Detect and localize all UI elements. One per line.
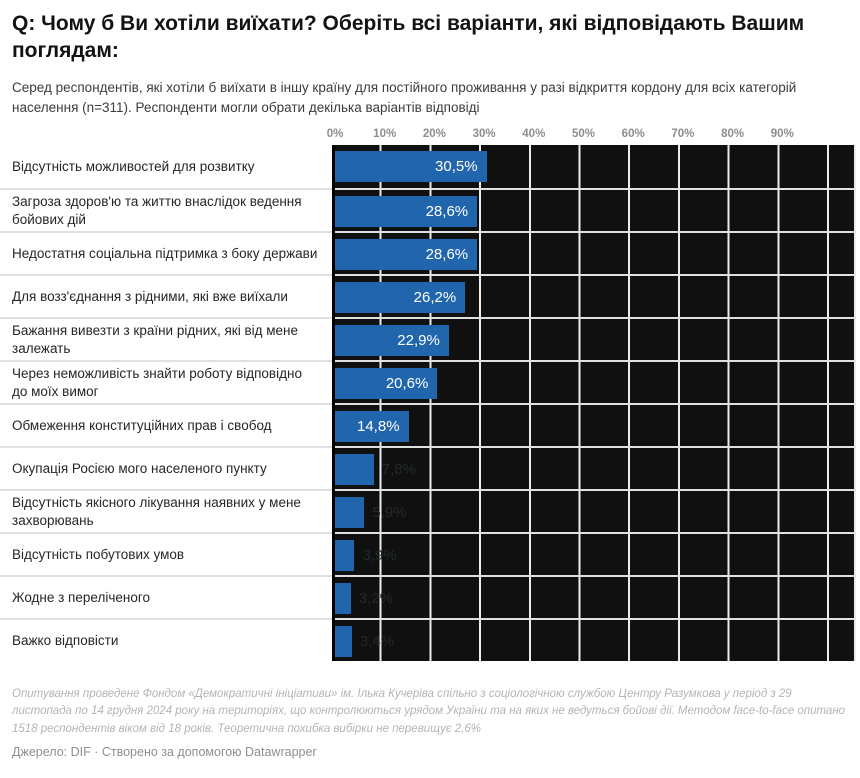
- bar: [335, 368, 438, 400]
- plot-area: 28,6%: [332, 231, 856, 275]
- category-label: Відсутність побутових умов: [0, 534, 332, 576]
- value-label: 3,9%: [362, 547, 397, 565]
- plot-area: 3,4%: [332, 618, 856, 662]
- category-label: Загроза здоров'ю та життю внаслідок веде…: [0, 190, 332, 232]
- bar: [335, 196, 478, 228]
- bar: [335, 151, 487, 183]
- chart-title: Q: Чому б Ви хотіли виїхати? Оберіть всі…: [12, 12, 805, 63]
- x-axis: 0% 10% 20% 30% 40% 50% 60% 70% 80% 90%: [0, 127, 856, 145]
- value-label: 7,8%: [381, 461, 416, 479]
- bar: [335, 583, 351, 615]
- value-label: 3,2%: [358, 590, 394, 608]
- chart-row: Відсутність побутових умов 3,9%: [0, 532, 856, 576]
- category-label: Недостатня соціальна підтримка з боку де…: [0, 233, 332, 275]
- x-tick: 20%: [422, 128, 446, 141]
- bar: [335, 497, 365, 529]
- category-label: Відсутність якісного лікування наявних у…: [0, 491, 332, 533]
- bar: [335, 325, 449, 357]
- bar: [335, 626, 352, 658]
- bar: [335, 454, 374, 486]
- plot-area: 20,6%: [332, 360, 856, 404]
- chart-card: Q: Чому б Ви хотіли виїхати? Оберіть всі…: [0, 10, 860, 759]
- category-label: Для возз'єднання з рідними, які вже виїх…: [0, 276, 332, 318]
- category-label: Відсутність можливостей для розвитку: [0, 145, 332, 189]
- x-tick: 50%: [571, 128, 596, 141]
- chart-row: Жодне з переліченого 3,2%: [0, 575, 856, 619]
- zero-axis-line: [332, 618, 335, 662]
- zero-axis-line: [332, 317, 335, 361]
- plot-area: 5,9%: [332, 489, 856, 533]
- value-label: 26,2%: [413, 289, 457, 307]
- source-line: Джерело: DIF · Створено за допомогою Dat…: [12, 744, 317, 759]
- zero-axis-line: [332, 446, 335, 490]
- bar: [335, 239, 478, 271]
- x-axis-ticks: 0% 10% 20% 30% 40% 50% 60% 70% 80% 90%: [327, 127, 856, 145]
- value-label: 3,4%: [359, 633, 395, 651]
- bar-chart: 0% 10% 20% 30% 40% 50% 60% 70% 80% 90% Відсутніст…: [0, 127, 860, 662]
- zero-axis-line: [332, 403, 335, 447]
- chart-row: Через неможливість знайти роботу відпові…: [0, 360, 856, 404]
- chart-row: Загроза здоров'ю та життю внаслідок веде…: [0, 188, 856, 232]
- value-label: 5,9%: [372, 504, 407, 522]
- axis-spacer: [0, 127, 332, 145]
- zero-axis-line: [332, 489, 335, 533]
- zero-axis-line: [332, 575, 335, 619]
- value-label: 22,9%: [397, 332, 440, 350]
- x-tick: 10%: [373, 128, 397, 141]
- plot-area: 28,6%: [332, 188, 856, 232]
- value-label: 20,6%: [385, 375, 429, 393]
- plot-area: 7,8%: [332, 446, 856, 490]
- value-label: 28,6%: [425, 246, 469, 264]
- chart-subtitle: Серед респондентів, які хотіли б виїхати…: [12, 79, 797, 115]
- plot-area: 22,9%: [332, 317, 856, 361]
- value-label: 30,5%: [435, 158, 478, 176]
- x-tick: 0%: [326, 128, 344, 141]
- plot-area: 30,5%: [332, 145, 856, 189]
- category-label: Бажання вивезти з країни рідних, які від…: [0, 319, 332, 361]
- plot-area: 3,9%: [332, 532, 856, 576]
- category-label: Жодне з переліченого: [0, 577, 332, 619]
- x-tick: 30%: [472, 128, 496, 141]
- plot-area: 26,2%: [332, 274, 856, 318]
- zero-axis-line: [332, 274, 335, 318]
- chart-row: Відсутність якісного лікування наявних у…: [0, 489, 856, 533]
- bar: [335, 282, 466, 314]
- zero-axis-line: [332, 188, 335, 232]
- category-label: Через неможливість знайти роботу відпові…: [0, 362, 332, 404]
- chart-row: Окупація Росією мого населеного пункту 7…: [0, 446, 856, 490]
- value-label: 28,6%: [425, 203, 469, 221]
- x-tick: 90%: [770, 128, 794, 141]
- plot-area: 14,8%: [332, 403, 856, 447]
- chart-row: Відсутність можливостей для розвитку 30,…: [0, 145, 856, 189]
- zero-axis-line: [332, 145, 335, 189]
- chart-row: Важко відповісти 3,4%: [0, 618, 856, 662]
- chart-row: Для возз'єднання з рідними, які вже виїх…: [0, 274, 856, 318]
- x-tick: 70%: [671, 128, 695, 141]
- x-tick: 60%: [621, 128, 645, 141]
- zero-axis-line: [332, 532, 335, 576]
- category-label: Важко відповісти: [0, 620, 332, 662]
- bar: [335, 411, 409, 443]
- category-label: Окупація Росією мого населеного пункту: [0, 448, 332, 490]
- chart-row: Недостатня соціальна підтримка з боку де…: [0, 231, 856, 275]
- value-label: 14,8%: [357, 418, 400, 436]
- category-label: Обмеження конституційних прав і свобод: [0, 405, 332, 447]
- chart-row: Обмеження конституційних прав і свобод 1…: [0, 403, 856, 447]
- chart-row: Бажання вивезти з країни рідних, які від…: [0, 317, 856, 361]
- bar: [335, 540, 355, 572]
- x-tick: 40%: [522, 128, 546, 141]
- methodology-note: Опитування проведене Фондом «Демократичн…: [12, 688, 846, 735]
- zero-axis-line: [332, 360, 335, 404]
- x-tick: 80%: [721, 128, 745, 141]
- zero-axis-line: [332, 231, 335, 275]
- plot-area: 3,2%: [332, 575, 856, 619]
- chart-rows: Відсутність можливостей для розвитку 30,…: [0, 145, 856, 662]
